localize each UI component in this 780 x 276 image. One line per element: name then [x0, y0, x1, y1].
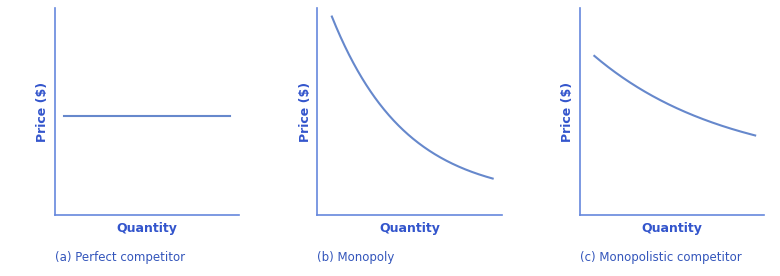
Text: (b) Monopoly: (b) Monopoly [317, 251, 395, 264]
X-axis label: Quantity: Quantity [116, 222, 178, 235]
X-axis label: Quantity: Quantity [641, 222, 703, 235]
Y-axis label: Price ($): Price ($) [561, 82, 574, 142]
X-axis label: Quantity: Quantity [379, 222, 440, 235]
Text: (c) Monopolistic competitor: (c) Monopolistic competitor [580, 251, 741, 264]
Text: (a) Perfect competitor: (a) Perfect competitor [55, 251, 185, 264]
Y-axis label: Price ($): Price ($) [299, 82, 311, 142]
Y-axis label: Price ($): Price ($) [36, 82, 49, 142]
